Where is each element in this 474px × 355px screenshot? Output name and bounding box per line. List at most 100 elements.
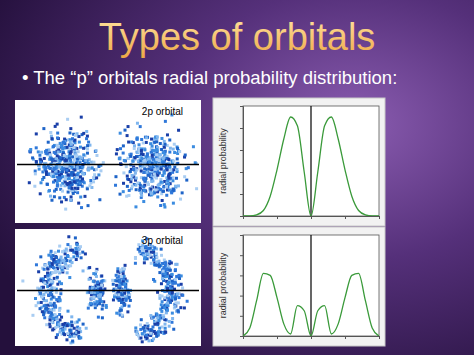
- orbital-dot: [87, 141, 90, 144]
- orbital-dot: [156, 135, 159, 138]
- orbital-dot: [70, 315, 73, 318]
- orbital-dot: [33, 185, 36, 188]
- orbital-dot: [155, 256, 158, 259]
- orbital-dot: [142, 177, 145, 180]
- tick: [311, 216, 312, 219]
- orbital-dot: [140, 138, 143, 141]
- orbital-dot: [76, 243, 79, 246]
- orbital-dot: [174, 305, 177, 308]
- plot-area: [243, 235, 379, 336]
- orbital-dot: [93, 295, 96, 298]
- orbital-dot: [175, 275, 178, 278]
- orbital-dot: [158, 271, 161, 274]
- series-line: [243, 273, 379, 336]
- orbital-dot: [147, 247, 150, 250]
- orbital-dot: [101, 316, 104, 319]
- chart: radial probability: [213, 227, 385, 346]
- orbital-dot: [118, 284, 121, 287]
- orbital-dot: [164, 327, 167, 330]
- tick-mark: [311, 336, 312, 339]
- orbital-dot: [115, 312, 118, 315]
- orbital-dot: [178, 277, 181, 280]
- orbital-dot: [134, 205, 137, 208]
- orbital-dot: [54, 251, 57, 254]
- orbital-dot: [57, 260, 60, 263]
- orbital-dot: [114, 175, 117, 178]
- orbital-dot: [68, 186, 71, 189]
- orbital-dot: [150, 262, 153, 265]
- orbital-dot: [151, 179, 154, 182]
- orbital-dot: [125, 299, 128, 302]
- orbital-dot: [119, 157, 122, 160]
- orbital-dot: [28, 181, 31, 184]
- orbital-dot: [35, 304, 38, 307]
- orbital-dot: [42, 176, 45, 179]
- orbital-dot: [162, 270, 165, 273]
- orbital-dot: [52, 181, 55, 184]
- orbital-dot: [147, 168, 150, 171]
- orbital-dot: [66, 146, 69, 149]
- orbital-dot: [42, 127, 45, 130]
- orbital-dot: [181, 294, 184, 297]
- orbital-dot: [65, 198, 68, 201]
- orbital-dot: [145, 141, 148, 144]
- orbital-dot: [163, 203, 166, 206]
- orbital-dot: [54, 326, 57, 329]
- orbital-dot: [86, 144, 89, 147]
- orbital-dot: [49, 315, 52, 318]
- orbital-dot: [157, 319, 160, 322]
- orbital-dot: [39, 292, 42, 295]
- tick-mark: [240, 235, 243, 236]
- axis-line: [240, 236, 244, 337]
- orbital-dot: [69, 264, 72, 267]
- orbital-dot: [53, 286, 56, 289]
- orbital-dot: [155, 148, 158, 151]
- orbital-dot: [113, 296, 116, 299]
- orbital-dot: [57, 250, 60, 253]
- tick-mark: [311, 216, 312, 219]
- orbital-dot: [174, 185, 177, 188]
- orbital-dot: [46, 183, 49, 186]
- orbital-dot: [177, 129, 180, 132]
- orbital-dot: [87, 168, 90, 171]
- orbital-dot: [147, 174, 150, 177]
- orbital-dot: [162, 190, 165, 193]
- orbital-dot: [37, 150, 40, 153]
- orbital-dot: [44, 263, 47, 266]
- orbital-dot: [62, 147, 65, 150]
- tick: [277, 216, 278, 219]
- orbital-dot: [69, 159, 72, 162]
- orbital-dot: [166, 294, 169, 297]
- orbital-dot: [56, 132, 59, 135]
- orbital-dot: [86, 135, 89, 138]
- orbital-dot: [140, 152, 143, 155]
- orbital-dot: [159, 142, 162, 145]
- orbital-dot: [58, 313, 61, 316]
- orbital-dot: [58, 166, 61, 169]
- axis-line: [244, 217, 380, 220]
- orbital-dot: [160, 282, 163, 285]
- orbital-dot: [48, 311, 51, 314]
- orbital-dot: [61, 266, 64, 269]
- orbital-dot: [92, 161, 95, 164]
- orbital-dot: [147, 183, 150, 186]
- orbital-dot: [174, 263, 177, 266]
- orbital-dot: [173, 166, 176, 169]
- orbital-dot: [52, 175, 55, 178]
- orbital-dot: [163, 171, 166, 174]
- orbital-dot: [56, 270, 59, 273]
- orbital-dot: [147, 339, 150, 342]
- orbital-dot: [82, 269, 85, 272]
- orbital-dot: [123, 159, 126, 162]
- orbital-dot: [184, 154, 187, 157]
- orbital-dot: [169, 169, 172, 172]
- orbital-dot: [195, 187, 198, 190]
- orbital-dot: [134, 184, 137, 187]
- orbital-dot: [92, 280, 95, 283]
- orbital-dot: [149, 314, 152, 317]
- tick: [240, 275, 243, 276]
- orbital-dot: [47, 141, 50, 144]
- orbital-dot: [35, 161, 38, 164]
- orbital-dot: [152, 337, 155, 340]
- orbital-dot: [159, 188, 162, 191]
